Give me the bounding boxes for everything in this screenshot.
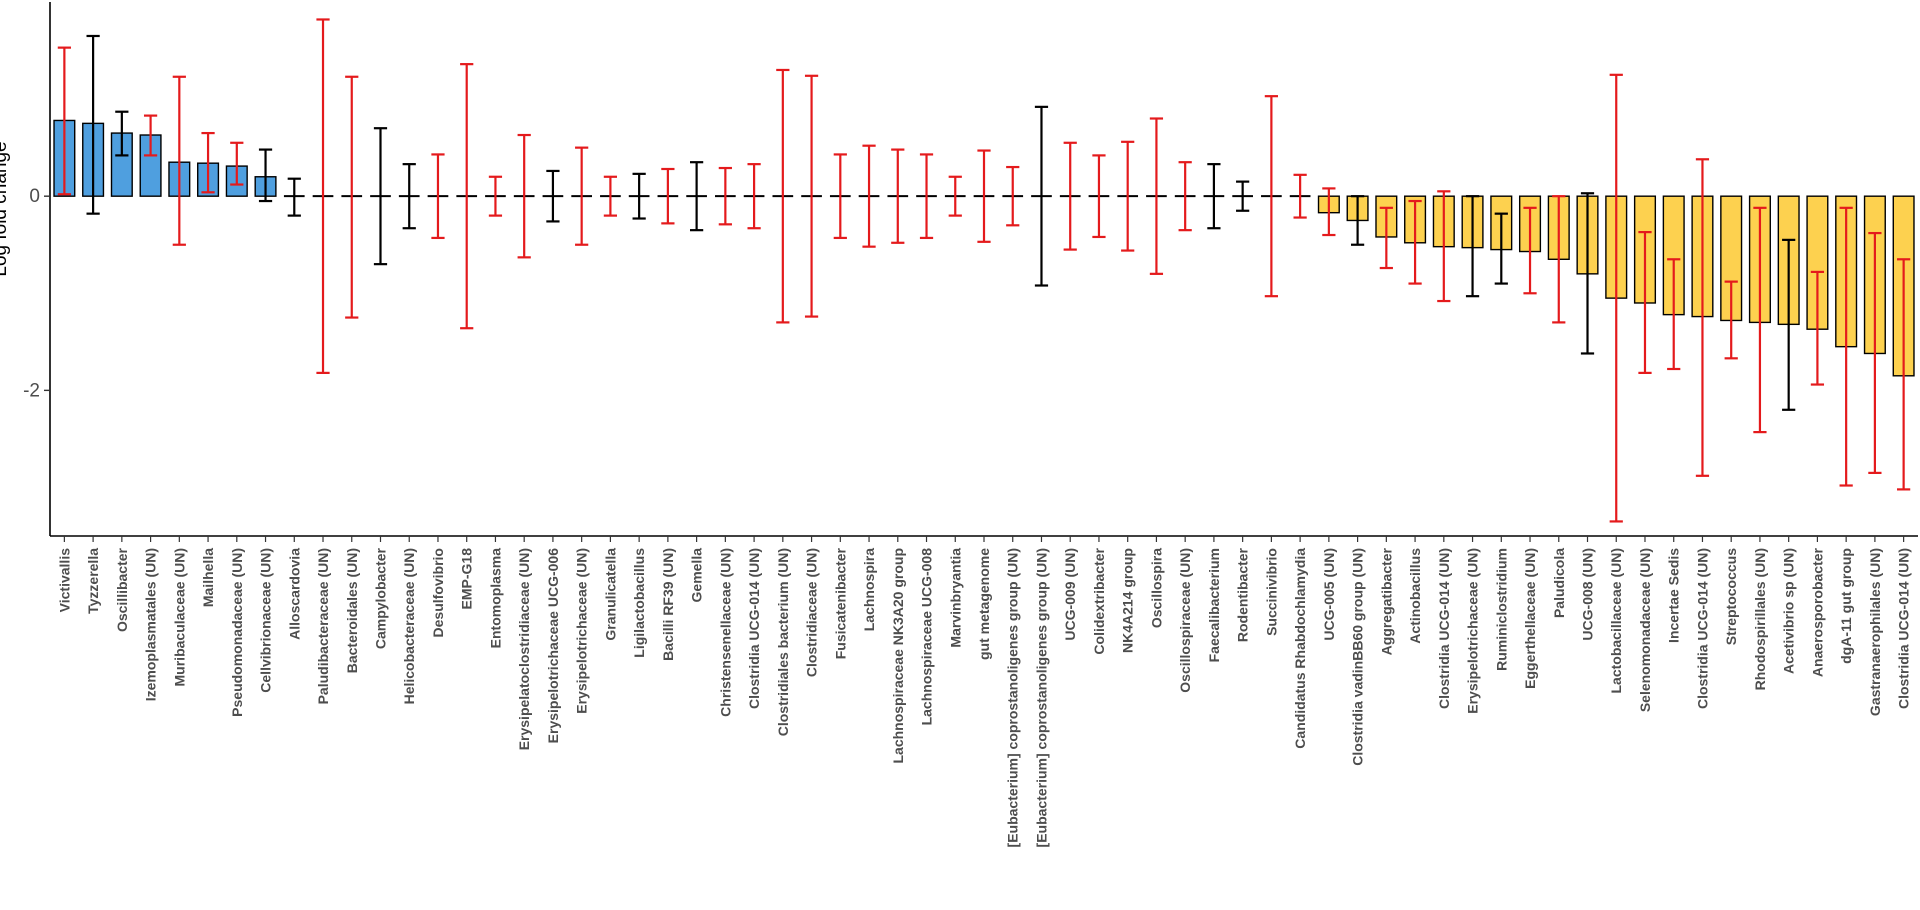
x-category-label: Clostridia UCG-014 (UN) <box>1694 548 1710 709</box>
x-category-label: [Eubacterium] coprostanoligenes group (U… <box>1005 548 1021 847</box>
x-category-label: Clostridia UCG-014 (UN) <box>1896 548 1912 709</box>
x-category-label: Izemoplasmatales (UN) <box>143 548 159 701</box>
x-category-label: Incertae Sedis <box>1666 548 1682 643</box>
x-category-label: Rhodospirillales (UN) <box>1752 548 1768 690</box>
x-category-label: Paludicola <box>1551 548 1567 618</box>
x-category-label: UCG-009 (UN) <box>1062 548 1078 641</box>
x-category-label: Clostridiales bacterium (UN) <box>775 548 791 736</box>
x-category-label: Mailhella <box>200 548 216 607</box>
x-category-label: Clostridia vadinBB60 group (UN) <box>1350 548 1366 766</box>
x-category-label: Muribaculaceae (UN) <box>171 548 187 686</box>
x-category-label: Acetivibrio sp (UN) <box>1781 548 1797 674</box>
x-category-label: Clostridia UCG-014 (UN) <box>1436 548 1452 709</box>
x-category-label: Campylobacter <box>372 547 388 649</box>
x-category-label: Bacteroidales (UN) <box>344 548 360 673</box>
x-category-label: Aggregatibacter <box>1378 547 1394 655</box>
x-category-label: Actinobacillus <box>1407 548 1423 644</box>
x-category-label: Tyzzerella <box>85 548 101 614</box>
x-category-label: gut metagenome <box>976 548 992 660</box>
x-category-label: Christensenellaceae (UN) <box>717 548 733 717</box>
x-category-label: Ligilactobacillus <box>631 548 647 658</box>
x-category-label: Lachnospiraceae NK3A20 group <box>890 548 906 764</box>
x-category-label: Erysipelotrichaceae (UN) <box>574 548 590 714</box>
y-ticks-layer: -2 0 <box>23 186 50 401</box>
x-category-label: Gastranaerophilales (UN) <box>1867 548 1883 716</box>
x-category-label: Eggerthellaceae (UN) <box>1522 548 1538 689</box>
x-category-label: [Eubacterium] coprostanoligenes group (U… <box>1033 548 1049 847</box>
x-category-label: Lactobacillaceae (UN) <box>1608 548 1624 694</box>
x-category-label: Victivallis <box>56 548 72 613</box>
x-category-label: dgA-11 gut group <box>1838 548 1854 664</box>
x-category-label: Streptococcus <box>1723 548 1739 645</box>
x-category-label: Cellvibrionaceae (UN) <box>258 548 274 693</box>
x-category-label: Colidextribacter <box>1091 547 1107 654</box>
x-category-label: Paludibacteraceae (UN) <box>315 548 331 704</box>
x-category-label: Erysipelatoclostridiaceae (UN) <box>516 548 532 750</box>
x-category-label: Lachnospiraceae UCG-008 <box>919 548 935 726</box>
x-category-label: EMP-G18 <box>459 548 475 610</box>
x-category-label: Alloscardovia <box>286 548 302 640</box>
x-category-label: Lachnospira <box>861 548 877 631</box>
x-category-label: Clostridiaceae (UN) <box>804 548 820 677</box>
x-category-label: Marvinbryantia <box>947 548 963 648</box>
x-category-label: Oscillospiraceae (UN) <box>1177 548 1193 693</box>
x-category-label: Pseudomonadaceae (UN) <box>229 548 245 717</box>
x-category-label: Succinivibrio <box>1263 548 1279 636</box>
x-category-label: Rodentibacter <box>1235 547 1251 642</box>
x-category-label: Erysipelotrichaceae (UN) <box>1465 548 1481 714</box>
y-tick-label: -2 <box>23 380 40 401</box>
x-category-label: Helicobacteraceae (UN) <box>401 548 417 704</box>
y-tick-label: 0 <box>29 186 40 207</box>
x-category-label: Gemella <box>689 548 705 603</box>
error-bars-layer <box>57 18 1911 523</box>
x-category-label: Bacilli RF39 (UN) <box>660 548 676 661</box>
x-category-label: Anaerosporobacter <box>1809 547 1825 677</box>
x-category-label: Candidatus Rhabdochlamydia <box>1292 548 1308 749</box>
x-category-label: Oscillibacter <box>114 547 130 632</box>
x-category-label: UCG-005 (UN) <box>1321 548 1337 641</box>
x-category-label: Ruminiclostridium <box>1493 548 1509 671</box>
x-category-label: Granulicatella <box>602 548 618 641</box>
x-category-label: Clostridia UCG-014 (UN) <box>746 548 762 709</box>
x-category-label: Fusicatenibacter <box>832 547 848 659</box>
x-category-label: Selenomonadaceae (UN) <box>1637 548 1653 712</box>
x-category-label: Entomoplasma <box>487 548 503 649</box>
y-axis-title: Log fold change <box>0 141 11 276</box>
x-category-label: Oscillospira <box>1148 548 1164 628</box>
x-category-label: UCG-008 (UN) <box>1580 548 1596 641</box>
x-category-label: Desulfovibrio <box>430 548 446 637</box>
x-category-label: Erysipelotrichaceae UCG-006 <box>545 548 561 744</box>
x-category-labels: Victivallis Tyzzerella Oscillibacter Izemop… <box>56 536 1912 847</box>
x-category-label: Faecalibacterium <box>1206 548 1222 662</box>
x-category-label: NK4A214 group <box>1120 548 1136 653</box>
